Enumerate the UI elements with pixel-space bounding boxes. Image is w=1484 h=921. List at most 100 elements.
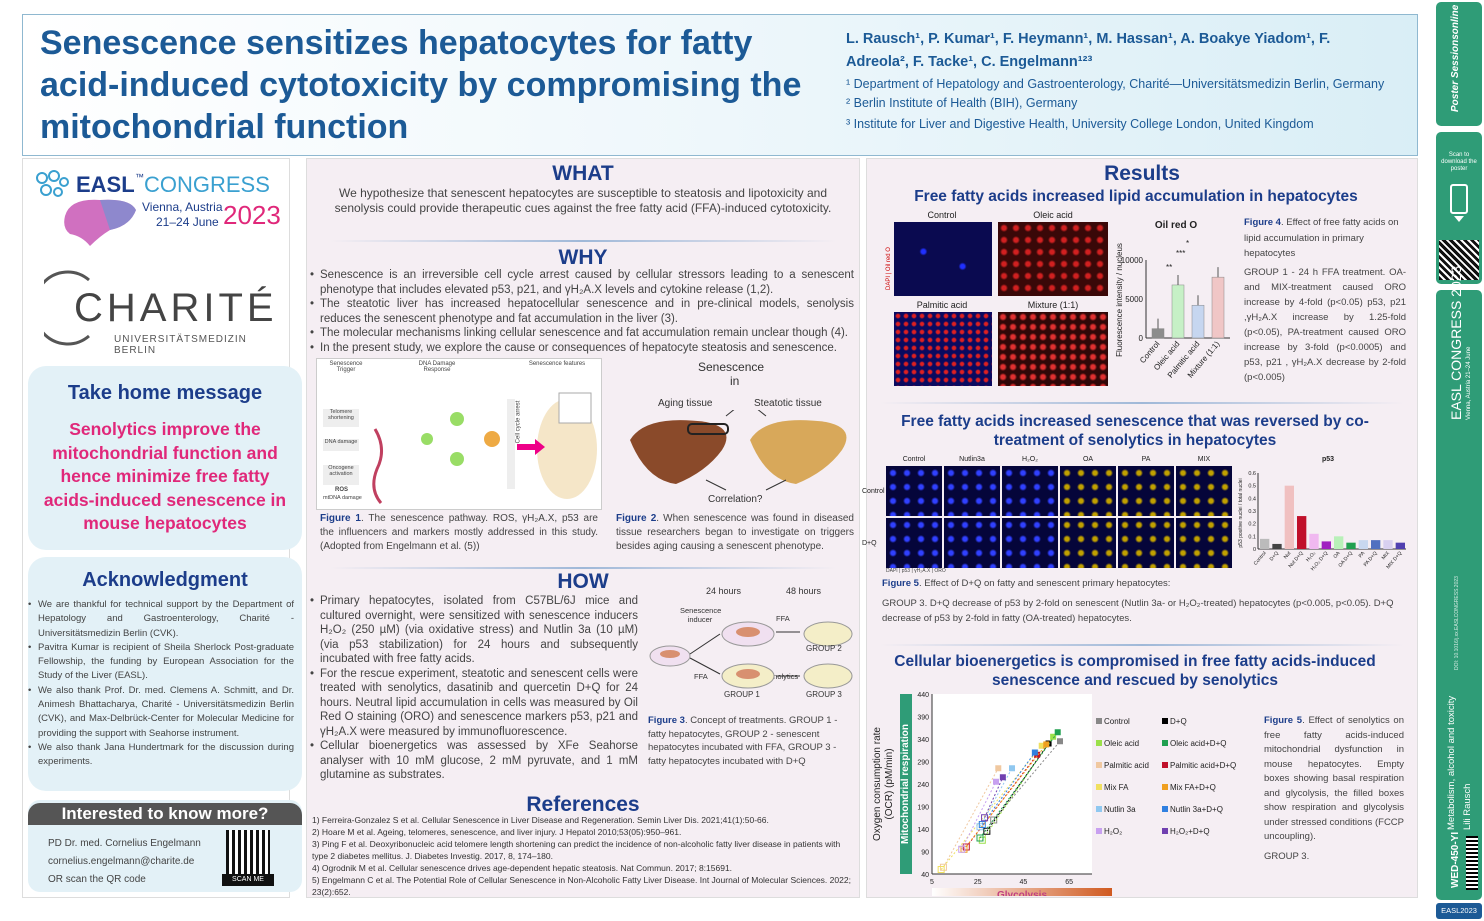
authors-line1: L. Rausch¹, P. Kumar¹, F. Heymann¹, M. H… — [846, 31, 1331, 47]
col-label: H₂O₂ — [1022, 456, 1038, 463]
micrograph — [944, 466, 1000, 516]
fig2-text: . When senescence was found in diseased … — [616, 513, 854, 552]
poster-qr-icon[interactable] — [1439, 240, 1479, 280]
y-tick-label: 240 — [917, 782, 929, 789]
fig2-in: in — [730, 374, 740, 388]
y-tick-label: 0.2 — [1248, 522, 1256, 528]
fig3-24h: 24 hours — [706, 586, 742, 596]
img-label-control: Control — [927, 210, 957, 220]
reference-item: 5) Engelmann C et al. The Potential Role… — [312, 875, 851, 897]
charite-subtitle: UNIVERSITÄTSMEDIZIN BERLIN — [114, 334, 247, 356]
fig1-mtdna: mtDNA damage — [323, 495, 362, 501]
take-home-box: Take home message Senolytics improve the… — [28, 366, 302, 550]
bar — [1383, 540, 1393, 549]
y-axis-label-2: (OCR) (pM/min) — [884, 748, 895, 819]
x-tick-label: MIX — [1381, 550, 1392, 561]
barcode-icon — [1466, 836, 1478, 890]
fig5a-number: Figure 5 — [882, 578, 919, 589]
fig3-group3: GROUP 3 — [806, 690, 842, 699]
easl-dots-icon — [36, 170, 69, 197]
references-title: References — [526, 793, 640, 816]
legend-swatch — [1162, 784, 1168, 790]
divider — [330, 240, 836, 242]
data-point — [978, 821, 986, 828]
img-label-pa: Palmitic acid — [916, 300, 968, 310]
data-point — [983, 827, 991, 835]
fig1-text: . The senescence pathway. ROS, γH₂A.X, p… — [320, 513, 598, 552]
legend-label: Control — [1104, 717, 1130, 726]
legend-swatch — [1096, 828, 1102, 834]
arrow-down-icon — [1454, 216, 1464, 222]
poster-title: Senescence sensitizes hepatocytes for fa… — [40, 24, 802, 146]
significance-label: * — [1186, 239, 1189, 248]
why-item: Senescence is an irreversible cell cycle… — [310, 268, 854, 297]
data-point — [1043, 741, 1050, 748]
y-tick-label: 10000 — [1121, 256, 1144, 265]
col-label: MIX — [1197, 456, 1211, 463]
figure5a-body: GROUP 3. D+Q decrease of p53 by 2-fold o… — [882, 598, 1394, 624]
liver-illustration-icon — [630, 410, 847, 491]
chart-title: p53 — [1322, 456, 1334, 463]
y-axis-label: Fluorescence intensity / nucleus — [1115, 243, 1124, 357]
brand-label: Poster Sessionsonline — [1450, 4, 1461, 112]
micrograph — [886, 466, 942, 516]
sidebar-scan-block[interactable]: Scan to download the poster — [1436, 132, 1482, 284]
img-label-mix: Mixture (1:1) — [1027, 300, 1079, 310]
significance-label: ** — [1166, 263, 1172, 272]
fig3-text: . Concept of treatments. GROUP 1 - fatty… — [648, 715, 838, 767]
series-line — [979, 768, 1013, 827]
fig3-ffa: FFA — [776, 614, 790, 623]
contact-email[interactable]: cornelius.engelmann@charite.de — [48, 856, 195, 867]
phone-icon — [1450, 184, 1468, 214]
fig1-features-label: Senescence features — [528, 361, 586, 367]
bar — [1358, 540, 1368, 549]
legend-label: Oleic acid+D+Q — [1170, 739, 1226, 748]
qr-code-icon[interactable] — [226, 830, 270, 874]
data-point — [937, 866, 945, 873]
why-item: The steatotic liver has increased hepato… — [310, 297, 854, 326]
legend-swatch — [1162, 718, 1168, 724]
bar — [1260, 538, 1270, 549]
series-line — [984, 777, 1004, 818]
reference-item: 3) Ping F et al. Deoxyribonucleic acid t… — [312, 839, 841, 861]
micrograph — [1118, 466, 1174, 516]
data-point — [1050, 733, 1057, 740]
divider — [880, 402, 1404, 404]
fig2-steatotic: Steatotic tissue — [754, 398, 822, 409]
respiration-bar — [900, 694, 912, 874]
fig1-oncogene: Oncogene activation — [323, 465, 359, 485]
series-line — [979, 731, 1059, 839]
fig1-telomere: Telomere shortening — [323, 409, 359, 427]
sidebar-congress: EASL CONGRESS 2023 — [1448, 265, 1464, 420]
fig3-number: Figure 3 — [648, 715, 685, 726]
sidebar-topic: Metabolism, alcohol and toxicity — [1446, 695, 1457, 830]
y-tick-label: 440 — [917, 692, 929, 699]
easl-tm: ™ — [135, 172, 144, 182]
contact-title: Interested to know more? — [61, 804, 269, 823]
y-tick-label: 0.4 — [1248, 496, 1256, 502]
glycolysis-label: Glycolysis — [997, 890, 1047, 896]
reference-item: 1) Ferreira-Gonzalez S et al. Cellular S… — [312, 815, 769, 825]
y-tick-label: 0 — [1253, 547, 1256, 553]
bar — [1191, 304, 1205, 339]
bar — [1211, 276, 1225, 339]
what-text: We hypothesize that senescent hepatocyte… — [334, 186, 832, 215]
congress-city: Vienna, Austria — [142, 200, 223, 214]
data-point — [1038, 742, 1045, 749]
x-tick-label: PA — [1358, 550, 1367, 559]
figure2-caption: Figure 2. When senescence was found in d… — [616, 512, 854, 554]
authors-line2: Adreola², F. Tacke¹, C. Engelmann¹²³ — [846, 54, 1093, 70]
legend-label: H₂O₂+D+Q — [1170, 827, 1210, 836]
congress-dates: 21–24 June — [156, 215, 219, 229]
fig2-number: Figure 2 — [616, 513, 657, 524]
reference-item: 2) Hoare M et al. Ageing, telomeres, sen… — [312, 827, 682, 837]
figure4-body: GROUP 1 - 24 h FFA treatment. OA- and MI… — [1244, 267, 1406, 383]
figure1-caption: Figure 1. The senescence pathway. ROS, γ… — [320, 512, 598, 554]
legend-swatch — [1096, 740, 1102, 746]
why-item: In the present study, we explore the cau… — [310, 341, 854, 356]
fig1-ros: ROS — [335, 487, 349, 493]
congress-year: 2023 — [223, 200, 281, 230]
row-label: D+Q — [862, 540, 877, 547]
y-tick-label: 0.1 — [1248, 534, 1256, 540]
